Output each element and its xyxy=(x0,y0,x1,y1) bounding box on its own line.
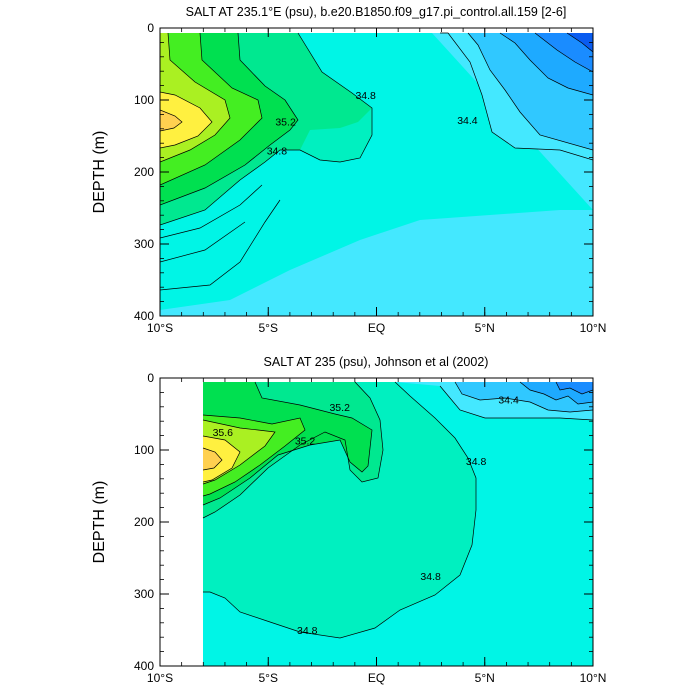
contour-label: 34.8 xyxy=(466,456,487,468)
contour-label: 35.2 xyxy=(275,117,296,129)
contour-line-34-2 xyxy=(454,381,593,413)
contour-label: 35.2 xyxy=(295,436,316,448)
x-tick-label: 10°S xyxy=(147,321,173,335)
fill-level-34-0 xyxy=(535,33,593,72)
y-tick-label: 300 xyxy=(134,237,154,251)
contour-label: 34.8 xyxy=(267,145,288,157)
contour-line-33-9 xyxy=(566,32,593,53)
contour-line-34-8-outer xyxy=(203,381,477,639)
top-panel-contour-labels: 35.2 34.8 34.8 34.4 xyxy=(267,90,478,157)
contour-line-34-0 xyxy=(519,381,593,405)
contour-label: 34.8 xyxy=(355,90,376,102)
contour-line-35-2 xyxy=(202,381,373,506)
x-tick-label: 5°N xyxy=(475,671,495,685)
bottom-panel-contour-lines xyxy=(202,381,593,639)
contour-line-deep-a xyxy=(160,184,263,239)
contour-line-35-4 xyxy=(160,32,231,163)
contour-line-35-0 xyxy=(160,32,299,206)
top-panel-contour-fills xyxy=(160,28,593,316)
contour-label: 34.4 xyxy=(457,115,478,127)
top-panel: SALT AT 235.1°E (psu), b.e20.B1850.f09_g… xyxy=(91,5,606,335)
fill-level-33-8 xyxy=(556,382,593,394)
contour-line-34-1 xyxy=(499,32,593,96)
top-panel-contour-lines xyxy=(160,32,593,291)
x-tick-label: EQ xyxy=(368,321,385,335)
bottom-panel-contour-labels: 35.6 35.2 35.2 34.8 34.8 34.8 34.4 xyxy=(213,395,519,637)
bottom-panel-contour-fills xyxy=(203,382,593,666)
bottom-panel-ticks: 10°S 5°S EQ 5°N 10°N 0 100 200 300 400 xyxy=(134,371,606,685)
y-tick-label: 400 xyxy=(134,309,154,323)
x-tick-label: 10°N xyxy=(580,321,607,335)
x-tick-label: 5°S xyxy=(259,671,278,685)
y-tick-label: 200 xyxy=(134,165,154,179)
contour-line-36-0 xyxy=(160,109,183,132)
fill-level-34-4 xyxy=(160,33,593,316)
x-tick-label: 10°S xyxy=(147,671,173,685)
contour-line-35-4 xyxy=(202,414,306,497)
contour-line-35-6 xyxy=(202,419,276,485)
y-tick-label: 200 xyxy=(134,515,154,529)
contour-line-35-8 xyxy=(160,91,213,149)
contour-label: 35.6 xyxy=(213,427,234,439)
top-panel-ylabel: DEPTH (m) xyxy=(91,131,108,214)
y-tick-label: 300 xyxy=(134,587,154,601)
contour-line-34-4 xyxy=(439,385,593,421)
y-tick-label: 100 xyxy=(134,93,154,107)
contour-line-34-2 xyxy=(467,32,593,151)
contour-line-36-0 xyxy=(202,447,223,471)
contour-line-deep-b xyxy=(160,221,246,263)
bottom-panel: SALT AT 235 (psu), Johnson et al (2002) … xyxy=(91,355,606,685)
bottom-panel-title: SALT AT 235 (psu), Johnson et al (2002) xyxy=(264,355,489,369)
contour-line-35-8 xyxy=(202,435,241,483)
fill-level-33-9 xyxy=(567,33,593,52)
top-panel-ticks: 10°S 5°S EQ 5°N 10°N 0 100 200 300 400 xyxy=(134,21,606,335)
bottom-panel-ylabel: DEPTH (m) xyxy=(91,481,108,564)
top-panel-title: SALT AT 235.1°E (psu), b.e20.B1850.f09_g… xyxy=(186,5,567,19)
contour-line-deep-c xyxy=(160,199,281,291)
contour-line-34-0 xyxy=(534,32,593,73)
contour-line-33-8 xyxy=(555,381,593,395)
contour-label: 34.8 xyxy=(420,571,441,583)
x-tick-label: EQ xyxy=(368,671,385,685)
contour-line-34-4 xyxy=(440,32,593,161)
x-tick-label: 5°S xyxy=(259,321,278,335)
contour-line-35-0 xyxy=(202,381,384,519)
contour-label: 34.4 xyxy=(498,395,519,407)
x-tick-label: 10°N xyxy=(580,671,607,685)
x-tick-label: 5°N xyxy=(475,321,495,335)
y-tick-label: 100 xyxy=(134,443,154,457)
contour-line-34-6-a xyxy=(160,32,373,226)
contour-label: 35.2 xyxy=(329,402,350,414)
y-tick-label: 400 xyxy=(134,659,154,673)
y-tick-label: 0 xyxy=(147,21,154,35)
y-tick-label: 0 xyxy=(147,371,154,385)
contour-line-35-2 xyxy=(160,32,263,186)
contour-label: 34.8 xyxy=(297,625,318,637)
fill-level-35-8 xyxy=(160,92,212,148)
